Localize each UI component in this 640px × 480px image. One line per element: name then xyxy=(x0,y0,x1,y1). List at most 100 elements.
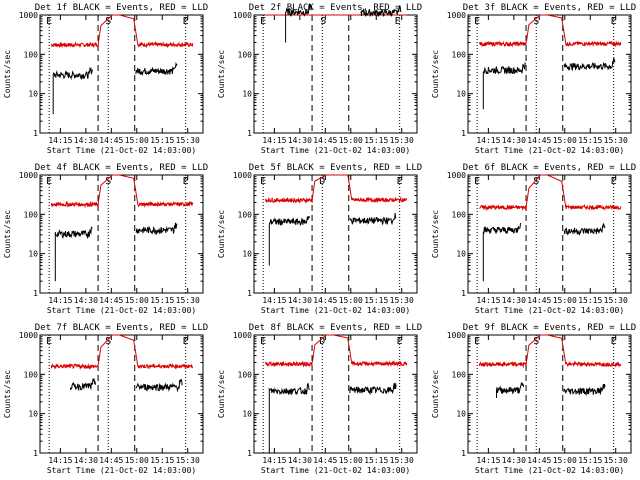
event-marker-label: E xyxy=(395,16,401,27)
event-marker-label: E xyxy=(46,16,52,27)
y-tick-label: 100 xyxy=(452,50,467,59)
lld-rate-curve xyxy=(264,334,408,368)
lld-rate-curve xyxy=(479,174,622,212)
event-rate-curve xyxy=(268,216,310,266)
event-rate-curve xyxy=(52,66,93,115)
y-tick-label: 10 xyxy=(28,90,38,99)
x-axis-label: Start Time (21-Oct-02 14:03:00) xyxy=(475,146,624,155)
event-marker-label: S xyxy=(320,16,326,27)
x-tick-label: 15:30 xyxy=(176,296,200,305)
y-tick-label: 1000 xyxy=(19,331,38,340)
y-axis-label: Counts/sec xyxy=(3,50,12,98)
y-tick-label: 1000 xyxy=(19,11,38,20)
x-tick-label: 15:00 xyxy=(339,456,363,465)
event-marker-label: S xyxy=(533,336,539,347)
x-tick-label: 15:00 xyxy=(553,136,577,145)
y-tick-label: 1 xyxy=(33,129,38,138)
y-tick-label: 1 xyxy=(33,449,38,458)
x-tick-label: 14:45 xyxy=(99,296,123,305)
y-tick-label: 1 xyxy=(461,129,466,138)
detector-panel: Det 4f BLACK = Events, RED = LLD 1 10 100 10… xyxy=(3,163,208,315)
plot-frame xyxy=(253,334,418,454)
x-tick-label: 15:00 xyxy=(125,296,149,305)
event-rate-curve xyxy=(496,382,524,398)
x-tick-label: 14:45 xyxy=(527,296,551,305)
x-tick-label: 15:15 xyxy=(364,296,388,305)
x-tick-label: 14:45 xyxy=(313,456,337,465)
x-tick-label: 15:00 xyxy=(125,136,149,145)
detector-panel: Det 9f BLACK = Events, RED = LLD 1 10 100 10… xyxy=(431,323,636,475)
x-tick-label: 14:45 xyxy=(313,136,337,145)
x-tick-label: 14:30 xyxy=(502,136,526,145)
x-axis-label: Start Time (21-Oct-02 14:03:00) xyxy=(261,466,410,475)
y-tick-label: 1000 xyxy=(233,171,252,180)
event-rate-curve xyxy=(285,3,313,43)
x-tick-label: 15:15 xyxy=(578,296,602,305)
event-rate-curve xyxy=(349,213,397,226)
x-tick-label: 15:00 xyxy=(339,136,363,145)
event-marker-label: D xyxy=(319,176,325,187)
x-tick-label: 14:30 xyxy=(74,296,98,305)
x-axis-label: Start Time (21-Oct-02 14:03:00) xyxy=(475,466,624,475)
y-tick-label: 100 xyxy=(452,370,467,379)
y-tick-label: 1 xyxy=(247,449,252,458)
y-axis-label: Counts/sec xyxy=(3,370,12,418)
y-tick-label: 1 xyxy=(247,289,252,298)
y-axis-label: Counts/sec xyxy=(217,50,226,98)
y-axis-label: Counts/sec xyxy=(3,210,12,258)
detector-panel: Det 3f BLACK = Events, RED = LLD 1 10 100 10… xyxy=(431,3,636,155)
event-rate-curve xyxy=(563,57,616,72)
y-tick-label: 10 xyxy=(242,90,252,99)
event-rate-curve xyxy=(70,378,96,392)
event-rate-curve xyxy=(482,61,527,110)
y-tick-label: 100 xyxy=(24,210,39,219)
plot-frame xyxy=(39,334,204,454)
event-marker-label: S xyxy=(105,176,111,187)
plot-frame xyxy=(253,14,418,134)
x-tick-label: 15:30 xyxy=(604,296,628,305)
x-axis-label: Start Time (21-Oct-02 14:03:00) xyxy=(47,306,196,315)
event-marker-label: E xyxy=(183,336,189,347)
event-rate-curve xyxy=(349,382,397,395)
x-tick-label: 14:45 xyxy=(313,296,337,305)
y-tick-label: 10 xyxy=(242,250,252,259)
y-axis-label: Counts/sec xyxy=(431,50,440,98)
plot-frame xyxy=(39,14,204,134)
panel-title: Det 5f BLACK = Events, RED = LLD xyxy=(249,163,422,173)
y-tick-label: 1 xyxy=(247,129,252,138)
x-tick-label: 15:00 xyxy=(339,296,363,305)
x-tick-label: 14:45 xyxy=(99,456,123,465)
event-marker-label: S xyxy=(533,16,539,27)
y-tick-label: 1 xyxy=(461,449,466,458)
y-tick-label: 10 xyxy=(28,250,38,259)
x-tick-label: 14:15 xyxy=(262,136,286,145)
event-marker-label: E xyxy=(260,176,266,187)
event-marker-label: E xyxy=(183,176,189,187)
panel-title: Det 6f BLACK = Events, RED = LLD xyxy=(463,163,636,173)
y-tick-label: 1000 xyxy=(447,331,466,340)
y-tick-label: 1000 xyxy=(447,11,466,20)
y-tick-label: 1000 xyxy=(19,171,38,180)
event-marker-label: E xyxy=(260,16,266,27)
event-marker-label: E xyxy=(611,16,617,27)
plot-frame xyxy=(467,334,632,454)
x-tick-label: 15:30 xyxy=(390,136,414,145)
lld-rate-curve xyxy=(478,334,622,369)
detector-panel: Det 7f BLACK = Events, RED = LLD 1 10 100 10… xyxy=(3,323,208,475)
y-tick-label: 10 xyxy=(456,250,466,259)
x-tick-label: 14:15 xyxy=(476,456,500,465)
event-marker-label: E xyxy=(183,16,189,27)
event-marker-label: D xyxy=(319,336,325,347)
x-tick-label: 15:30 xyxy=(604,136,628,145)
detector-panel: Det 1f BLACK = Events, RED = LLD 1 10 100 10… xyxy=(3,3,208,155)
x-tick-label: 14:15 xyxy=(262,456,286,465)
x-tick-label: 14:30 xyxy=(74,456,98,465)
event-marker-label: E xyxy=(397,176,403,187)
y-tick-label: 1000 xyxy=(233,331,252,340)
x-tick-label: 15:30 xyxy=(390,456,414,465)
event-rate-curve xyxy=(268,382,310,453)
event-marker-label: E xyxy=(46,336,52,347)
lld-rate-curve xyxy=(478,14,622,48)
x-axis-label: Start Time (21-Oct-02 14:03:00) xyxy=(47,146,196,155)
